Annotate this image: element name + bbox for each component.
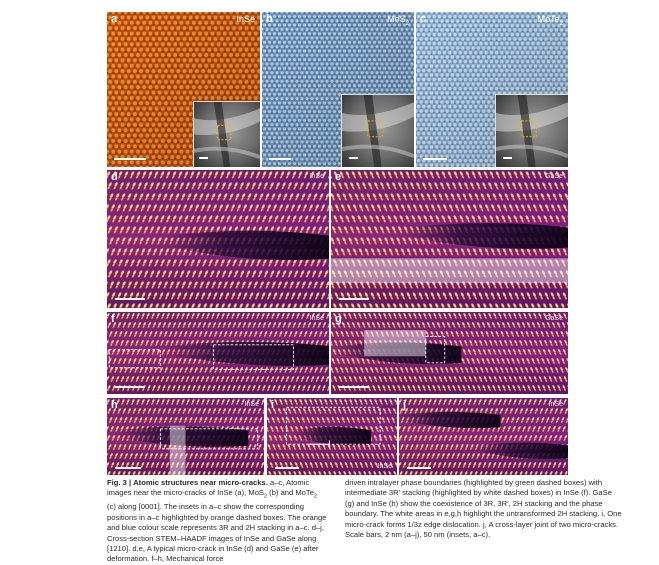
panel-h-inse-coexistence: h InSe (107, 398, 264, 475)
lattice-b (262, 12, 414, 167)
caption-text-right: driven intralayer phase boundaries (high… (345, 478, 622, 540)
panel-a-inse-atomic-image: a InSe (107, 12, 260, 167)
haadf-d (107, 170, 329, 308)
panel-d-scalebar (115, 298, 145, 300)
inset-a-image (194, 102, 260, 167)
panel-g-gase-phase-boundary: g GaSe (331, 312, 568, 394)
panel-f-scalebar (115, 386, 145, 388)
caption-fig-number: Fig. 3 | (107, 478, 132, 487)
lattice-a (107, 12, 260, 167)
panel-i-label: i (271, 399, 275, 411)
panel-e-label: e (335, 171, 342, 183)
caption-left-column: Fig. 3 | Atomic structures near micro-cr… (107, 478, 327, 564)
panel-i-scalebar (275, 467, 299, 469)
panel-a-label: a (111, 13, 118, 25)
panel-j-cross-layer-joint: j InSe (399, 398, 568, 475)
panel-c-label: c (420, 13, 427, 25)
panel-a-inset (193, 101, 260, 167)
haadf-j (399, 398, 568, 475)
panel-b-label: b (266, 13, 273, 25)
panel-b-name: MoS2 (387, 14, 409, 27)
panel-h-label: h (111, 399, 118, 411)
panel-i-edge-dislocation: i InSe (267, 398, 397, 475)
panel-c-inset-scalebar (503, 157, 512, 159)
figure-3: a InSe b MoS2 c MoTe2 d InSe e (107, 12, 568, 475)
panel-j-label: j (403, 399, 407, 411)
lattice-c (416, 12, 568, 167)
panel-f-inse-phase-boundary: f InSe (107, 312, 329, 394)
caption-text-1: a–c, Atomic images near the micro-cracks… (107, 478, 310, 498)
haadf-f (107, 312, 329, 394)
panel-e-scalebar (339, 298, 369, 300)
panel-d-label: d (111, 171, 118, 183)
panel-i-name: InSe (377, 463, 392, 470)
panel-d-inse-crosssection: d InSe (107, 170, 329, 308)
panel-f-name: InSe (309, 315, 324, 322)
haadf-e (331, 170, 568, 308)
panel-e-name: GaSe (545, 173, 563, 180)
panel-g-name: GaSe (545, 315, 563, 322)
panel-j-scalebar (407, 467, 431, 469)
panel-g-scalebar (339, 386, 369, 388)
panel-h-scalebar (115, 467, 141, 469)
panel-c-inset (495, 94, 568, 167)
panel-b-name-text: MoS (387, 14, 406, 24)
panel-a-scalebar (114, 158, 146, 160)
panel-h-name: InSe (244, 401, 259, 408)
haadf-g (331, 312, 568, 394)
haadf-h (107, 398, 264, 475)
caption-text-1c: (c) along [0001]. The insets in a–c show… (107, 502, 327, 564)
panel-f-label: f (111, 313, 115, 325)
panel-g-label: g (335, 313, 342, 325)
panel-j-name: InSe (548, 401, 563, 408)
panel-d-name: InSe (309, 173, 324, 180)
caption-title: Atomic structures near micro-cracks. (133, 478, 268, 487)
panel-c-scalebar (423, 158, 447, 160)
panel-e-gase-crosssection: e GaSe (331, 170, 568, 308)
panel-b-mos2-atomic-image: b MoS2 (262, 12, 414, 167)
panel-a-name: InSe (236, 14, 255, 24)
panel-a-inset-scalebar (199, 157, 208, 159)
panel-b-inset (341, 94, 414, 167)
caption-right-column: driven intralayer phase boundaries (high… (345, 478, 623, 540)
panel-c-name-text: MoTe (537, 14, 560, 24)
panel-c-mote2-atomic-image: c MoTe2 (416, 12, 568, 167)
caption-text-1b: (b) and MoTe (267, 488, 314, 498)
haadf-i (267, 398, 397, 475)
inset-c-image (496, 95, 568, 167)
panel-c-name: MoTe2 (537, 14, 563, 27)
inset-b-image (342, 95, 414, 167)
panel-b-scalebar (269, 158, 291, 160)
panel-b-inset-scalebar (349, 157, 358, 159)
